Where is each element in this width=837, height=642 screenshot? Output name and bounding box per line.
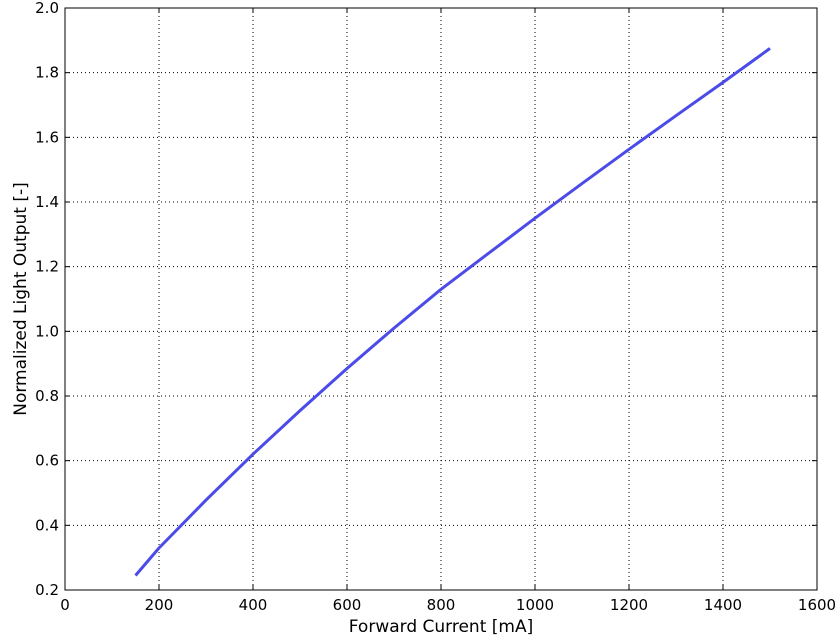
series-line	[134, 47, 771, 577]
x-tick-label: 1000	[516, 596, 554, 614]
series-layer	[134, 47, 771, 577]
x-axis-title: Forward Current [mA]	[349, 617, 533, 637]
x-tick-label: 1400	[704, 596, 742, 614]
y-tick-label: 1.0	[35, 322, 59, 340]
y-axis-title: Normalized Light Output [-]	[11, 182, 31, 416]
grid	[65, 8, 817, 590]
x-tick-label: 600	[333, 596, 362, 614]
x-tick-label: 0	[60, 596, 70, 614]
y-tick-label: 0.2	[35, 581, 59, 599]
y-tick-label: 0.4	[35, 516, 59, 534]
y-tick-label: 2.0	[35, 0, 59, 17]
y-tick-label: 0.8	[35, 387, 59, 405]
y-tick-label: 1.4	[35, 193, 59, 211]
y-tick-label: 0.6	[35, 452, 59, 470]
y-tick-label: 1.8	[35, 64, 59, 82]
x-tick-label: 800	[427, 596, 456, 614]
x-tick-label: 1200	[610, 596, 648, 614]
y-tick-label: 1.2	[35, 258, 59, 276]
y-tick-label: 1.6	[35, 128, 59, 146]
x-tick-label: 200	[145, 596, 174, 614]
x-tick-label: 400	[239, 596, 268, 614]
x-tick-label: 1600	[798, 596, 836, 614]
ticks: 0 200 400 600 800 1000 1200 1400 1600 0.2 0.4 0.6 0.…	[35, 0, 836, 614]
